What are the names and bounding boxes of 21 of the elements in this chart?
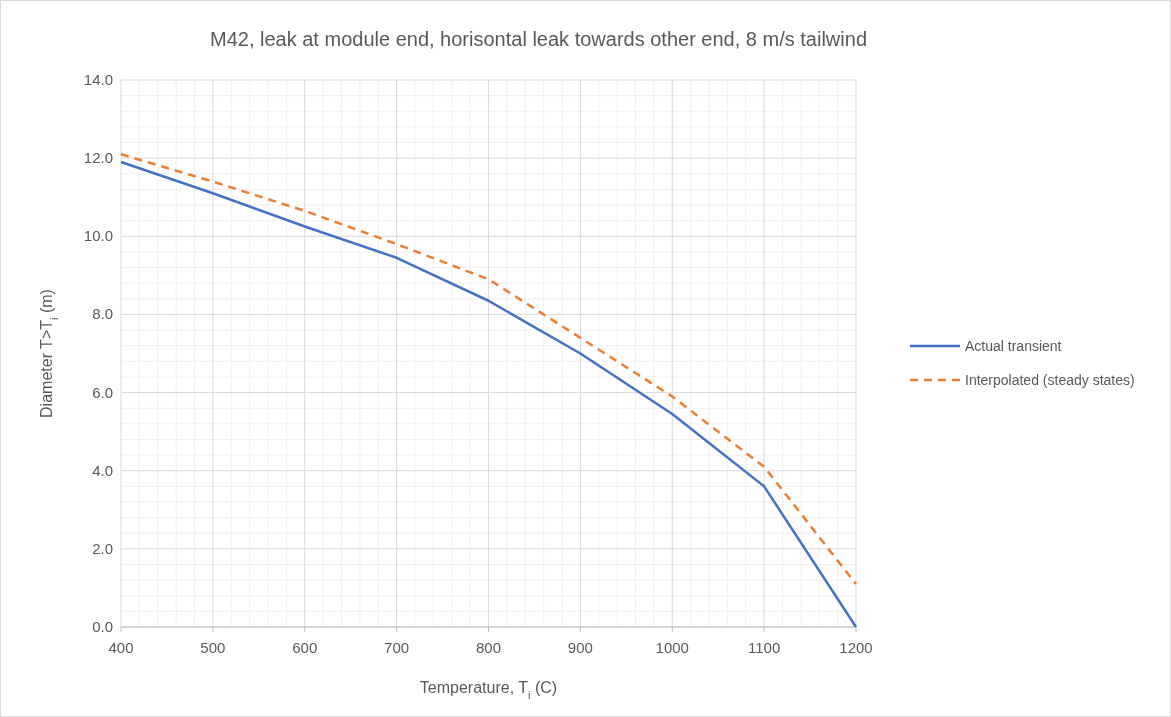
y-tick-label: 0.0 bbox=[92, 618, 113, 635]
y-tick-label: 14.0 bbox=[83, 71, 113, 88]
y-tick-label: 10.0 bbox=[83, 227, 113, 245]
y-tick-label: 6.0 bbox=[92, 383, 113, 401]
x-tick-label: 400 bbox=[108, 639, 134, 656]
y-tick-label: 8.0 bbox=[92, 305, 113, 323]
y-tick-label: 2.0 bbox=[92, 539, 113, 557]
x-tick-label: 1000 bbox=[655, 639, 689, 656]
x-tick-label: 800 bbox=[475, 639, 502, 656]
y-tick-label: 4.0 bbox=[92, 461, 113, 479]
x-tick-label: 1100 bbox=[747, 639, 781, 656]
x-tick-label: 700 bbox=[384, 639, 410, 656]
x-tick-label: 500 bbox=[200, 639, 226, 656]
y-tick-label: 12.0 bbox=[83, 149, 113, 167]
x-tick-label: 1200 bbox=[839, 639, 873, 656]
chart-title: M42, leak at module end, horisontal leak towards other end, 8 m/s tailwind bbox=[209, 28, 868, 50]
legend-label: Interpolated (steady states) bbox=[965, 372, 1135, 388]
x-tick-label: 600 bbox=[292, 639, 318, 656]
legend-label: Actual transient bbox=[965, 338, 1062, 354]
x-axis-title: Temperature, T$_{i}$ (C) bbox=[419, 679, 558, 701]
x-tick-label: 900 bbox=[567, 639, 593, 656]
